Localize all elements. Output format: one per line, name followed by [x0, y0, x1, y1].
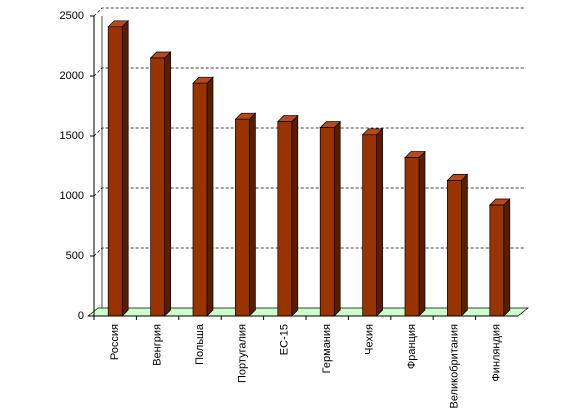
y-tick-label: 500	[66, 250, 84, 262]
bar-side	[418, 150, 426, 317]
bar-side	[503, 198, 511, 317]
grid-line	[93, 187, 526, 197]
y-tick-label: 0	[78, 310, 84, 322]
bar	[404, 150, 426, 317]
bar-front	[489, 204, 505, 317]
bar	[276, 114, 299, 317]
bar	[446, 173, 469, 317]
grid-line	[93, 67, 526, 77]
bar-front	[192, 82, 208, 317]
bar-front	[362, 134, 377, 317]
y-tick-label: 2000	[60, 70, 84, 82]
bar	[234, 112, 257, 317]
x-tick-label: Франция	[406, 324, 418, 369]
x-tick-label: Россия	[109, 324, 121, 360]
bar-side	[291, 114, 299, 317]
bar-front	[277, 121, 293, 317]
x-tick-label: Польша	[194, 323, 206, 365]
x-tick-label: Чехия	[364, 324, 376, 355]
bar	[488, 198, 511, 317]
x-tick-label: Германия	[321, 324, 333, 373]
bar-side	[206, 76, 214, 317]
y-tick-label: 1000	[60, 190, 84, 202]
grid-line	[93, 7, 526, 17]
bar	[361, 127, 384, 317]
y-tick-label: 1500	[60, 130, 84, 142]
bar-front	[107, 26, 123, 317]
bar	[107, 19, 130, 317]
bar-side	[376, 127, 383, 317]
x-tick-label: ЕС-15	[279, 324, 291, 355]
bar-front	[235, 118, 250, 317]
x-tick-label: Португалия	[236, 324, 248, 383]
x-tick-label: Финляндия	[491, 324, 503, 382]
bar-front	[404, 157, 420, 317]
bar	[149, 51, 172, 317]
grid-line	[93, 127, 526, 137]
bar-side	[164, 51, 171, 317]
bar-front	[150, 57, 165, 317]
bar-side	[461, 173, 468, 317]
bar-front	[319, 127, 335, 317]
bar-side	[249, 112, 256, 317]
y-tick-label: 2500	[60, 10, 84, 22]
x-tick-label: Великобритания	[448, 324, 460, 409]
bar-side	[121, 19, 129, 317]
grid-line	[93, 247, 526, 257]
bar-side	[333, 120, 341, 317]
x-tick-label: Венгрия	[152, 324, 164, 366]
bar-front	[447, 180, 462, 317]
bar	[192, 76, 214, 317]
bar	[319, 120, 342, 317]
